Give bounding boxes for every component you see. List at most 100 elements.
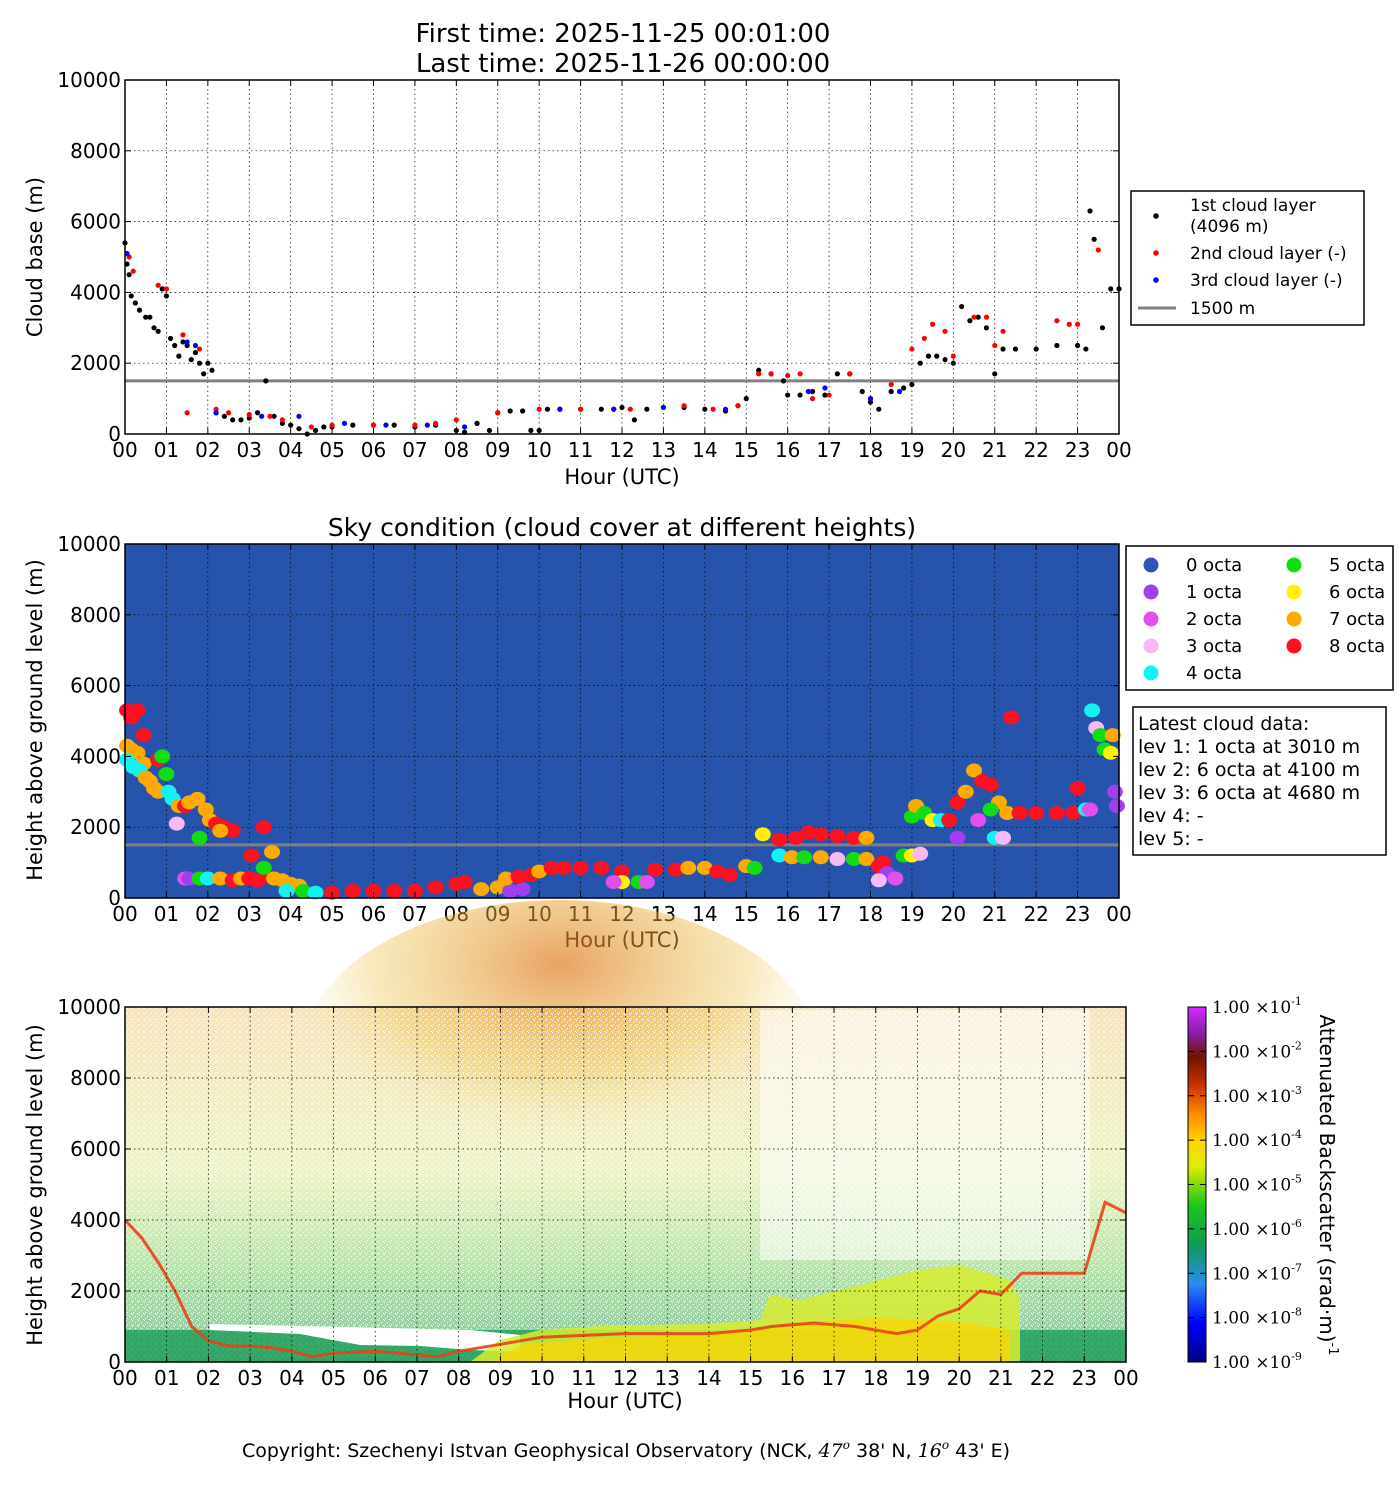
layer1-point xyxy=(975,314,981,320)
octa-8-point xyxy=(255,820,272,835)
layer1-point xyxy=(619,404,625,411)
x-tick-label: 06 xyxy=(361,438,386,462)
layer1-point xyxy=(925,353,932,359)
octa-7-point xyxy=(197,802,214,817)
layer1-point xyxy=(1083,346,1089,352)
octa-8-point xyxy=(129,703,146,718)
colorbar-label-text: Attenuated Backscatter (srad·m) xyxy=(1315,1015,1339,1343)
layer2-point xyxy=(577,406,584,412)
x-tick-label: 17 xyxy=(816,438,841,462)
octa-8-point xyxy=(1003,710,1020,725)
layer1-point xyxy=(876,406,882,412)
octa-8-point xyxy=(812,827,829,842)
layer2-point xyxy=(971,314,977,320)
octa-8-point xyxy=(787,830,804,845)
octa-8-point xyxy=(224,823,241,838)
layer1-point xyxy=(983,325,990,331)
layer1-point xyxy=(151,325,157,331)
copyright-lon-o: o xyxy=(942,1438,949,1452)
layer1-point xyxy=(797,392,803,398)
x-tick-label: 02 xyxy=(195,902,220,926)
layer2-point xyxy=(847,371,853,377)
layer1-point xyxy=(321,424,327,430)
layer1-point xyxy=(992,371,998,377)
y-tick-label: 6000 xyxy=(70,674,121,698)
y-tick-label: 2000 xyxy=(70,1279,121,1303)
legend-octa-7-marker xyxy=(1286,611,1302,627)
layer1-point xyxy=(780,378,787,384)
layer1-point xyxy=(474,420,480,426)
layer2-point xyxy=(196,346,203,352)
octa-6-point xyxy=(754,827,771,842)
layer1-point xyxy=(143,314,149,320)
legend-octa-3-label: 3 octa xyxy=(1186,636,1242,657)
layer1-point xyxy=(126,272,132,278)
layer1-point xyxy=(221,413,227,419)
layer2-point xyxy=(627,406,633,412)
x-tick-label: 05 xyxy=(321,1366,346,1390)
colorbar-tick-exponent: -5 xyxy=(1291,1173,1302,1186)
legend-octa-2-marker xyxy=(1143,611,1159,627)
sky-points xyxy=(119,703,1125,900)
layer1-point xyxy=(917,360,923,366)
octa-8-point xyxy=(510,869,527,884)
x-tick-label: 06 xyxy=(361,902,386,926)
layer2-point xyxy=(180,332,186,338)
layer1-point xyxy=(167,335,174,342)
octa-5-point xyxy=(158,767,175,782)
layer1-point xyxy=(631,417,638,423)
x-tick-label: 00 xyxy=(112,902,137,926)
layer3-point xyxy=(557,406,563,412)
layer1-point xyxy=(176,353,182,359)
x-tick-label: 03 xyxy=(237,438,262,462)
layer1-point xyxy=(136,307,143,313)
layer1-point xyxy=(254,410,261,416)
octa-8-point xyxy=(1011,806,1028,821)
latest-cloud-data-box: Latest cloud data: lev 1: 1 octa at 3010… xyxy=(1132,706,1387,856)
svg-text:Attenuated Backscatter (srad·m: Attenuated Backscatter (srad·m)-1 xyxy=(1315,1015,1340,1356)
x-tick-label: 16 xyxy=(780,1366,805,1390)
layer2-point xyxy=(797,371,803,377)
octa-8-point xyxy=(982,777,999,792)
layer1-point xyxy=(785,392,791,398)
octa-5-point xyxy=(746,860,763,875)
octa-8-point xyxy=(845,830,862,845)
colorbar-ticks: 1.00 ×10-11.00 ×10-21.00 ×10-31.00 ×10-4… xyxy=(1188,995,1302,1373)
layer1-point xyxy=(172,342,178,349)
colorbar-tick-exponent: -7 xyxy=(1291,1261,1302,1274)
y-tick-label: 4000 xyxy=(70,280,121,304)
legend-label-layer1-sub: (4096 m) xyxy=(1190,217,1269,237)
layer3-point xyxy=(660,404,667,411)
layer2-point xyxy=(329,422,335,428)
octa-7-point xyxy=(264,844,281,859)
layer3-point xyxy=(192,342,199,349)
layer2-point xyxy=(785,372,791,379)
x-tick-label: 07 xyxy=(402,902,427,926)
x-tick-label: 17 xyxy=(816,902,841,926)
y-tick-label: 2000 xyxy=(70,815,121,839)
legend-marker-layer3 xyxy=(1153,277,1159,283)
layer1-point xyxy=(909,381,915,388)
colorbar-label: Attenuated Backscatter (srad·m)-1 xyxy=(1315,1015,1340,1356)
x-tick-label: 01 xyxy=(154,902,179,926)
octa-8-point xyxy=(456,875,473,890)
legend-label-ref: 1500 m xyxy=(1190,299,1255,319)
octa-8-point xyxy=(1069,781,1086,796)
octa-8-point xyxy=(572,860,589,875)
layer2-point xyxy=(1054,318,1060,324)
octa-8-point xyxy=(874,855,891,870)
layer2-point xyxy=(768,371,774,377)
copyright-lat-o: o xyxy=(843,1438,850,1452)
octa-7-point xyxy=(189,791,206,806)
legend-marker-layer2 xyxy=(1153,250,1159,256)
octa-8-point xyxy=(721,867,738,882)
layer1-point xyxy=(598,406,604,412)
octa-8-point xyxy=(709,864,726,879)
latest-lev1: lev 1: 1 octa at 3010 m xyxy=(1138,736,1360,758)
octa-4-point xyxy=(199,871,216,886)
layer1-point xyxy=(132,300,138,306)
x-tick-label: 13 xyxy=(654,1366,679,1390)
x-tick-label: 21 xyxy=(988,1366,1013,1390)
octa-7-point xyxy=(812,850,829,865)
layer3-point xyxy=(611,406,617,412)
